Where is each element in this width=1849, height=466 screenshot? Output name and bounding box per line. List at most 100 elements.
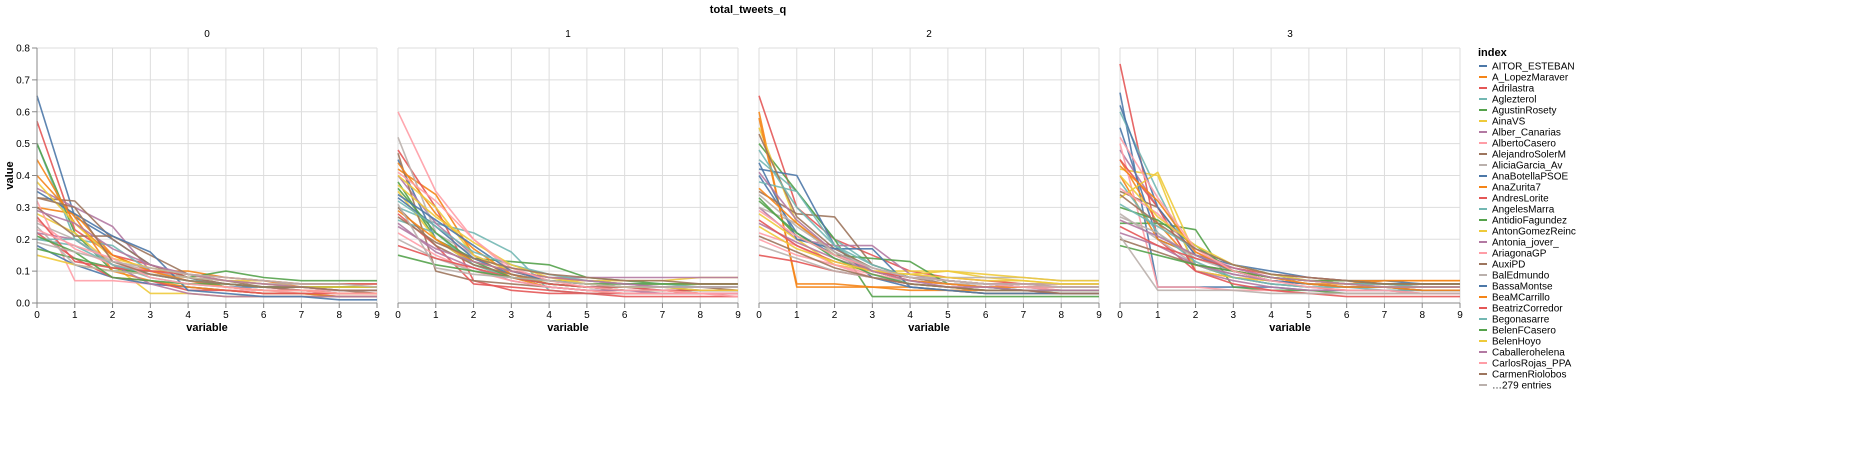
x-tick-label: 1 xyxy=(794,310,800,321)
series-lines xyxy=(36,95,378,301)
series-line xyxy=(758,158,1099,288)
facet-header: 3 xyxy=(1287,29,1293,40)
facet-panel-2: 2 0 1 2 3 4 5 6 7 8 9 variable xyxy=(756,29,1102,334)
series-line xyxy=(36,228,377,295)
x-tick-label: 5 xyxy=(223,310,229,321)
legend-label: AntonGomezReinc xyxy=(1492,227,1576,238)
legend-label: AngelesMarra xyxy=(1492,205,1555,216)
legend-label: Antonia_jover_ xyxy=(1492,238,1559,249)
legend-label: BelenHoyo xyxy=(1492,337,1541,348)
x-tick-label: 8 xyxy=(1058,310,1064,321)
x-axis: 0 1 2 3 4 5 6 7 8 9 xyxy=(1117,303,1463,321)
gridlines xyxy=(1119,47,1461,304)
series-line xyxy=(36,241,378,288)
legend-label: AgustinRosety xyxy=(1492,106,1556,117)
series-lines xyxy=(397,111,739,298)
legend-label: BelenFCasero xyxy=(1492,326,1556,337)
y-axis-title: value xyxy=(4,161,16,189)
legend-entry: AngelesMarra xyxy=(1479,205,1555,216)
x-tick-label: 0 xyxy=(34,310,40,321)
legend-label: AndresLorite xyxy=(1492,194,1549,205)
y-tick-label: 0.8 xyxy=(16,44,30,55)
x-tick-label: 9 xyxy=(735,310,741,321)
legend-label: AlejandroSolerM xyxy=(1492,150,1566,161)
facet-header: 0 xyxy=(204,29,210,40)
legend-label: BassaMontse xyxy=(1492,282,1553,293)
facet-panel-3: 3 0 1 2 3 4 5 6 7 8 9 variable xyxy=(1117,29,1463,334)
y-tick-label: 0.7 xyxy=(16,75,30,86)
series-line xyxy=(1119,181,1460,292)
series-line xyxy=(758,95,1099,285)
legend-entry: …279 entries xyxy=(1479,381,1551,392)
series-line xyxy=(1119,159,1460,298)
facet-header: 1 xyxy=(565,29,571,40)
series-line xyxy=(758,235,1099,295)
legend-entry: Caballerohelena xyxy=(1479,348,1565,359)
legend-entry: BeatrizCorredor xyxy=(1479,304,1563,315)
x-tick-label: 1 xyxy=(72,310,78,321)
legend-entry: CarlosRojas_PPA xyxy=(1479,359,1572,370)
x-tick-label: 7 xyxy=(1382,310,1388,321)
legend-label: AlbertoCasero xyxy=(1492,139,1556,150)
facet-panel-1: 1 0 1 2 3 4 5 6 7 8 9 variable xyxy=(395,29,741,334)
series-line xyxy=(397,200,738,288)
legend-label: Aglezterol xyxy=(1492,95,1536,106)
legend-entry: AinaVS xyxy=(1479,117,1526,128)
legend-entry: A_LopezMaraver xyxy=(1479,73,1569,84)
legend-entry: AntidioFagundez xyxy=(1479,216,1567,227)
legend-entry: AITOR_ESTEBAN xyxy=(1479,62,1575,73)
x-tick-label: 6 xyxy=(622,310,628,321)
series-line xyxy=(397,244,738,292)
x-tick-label: 2 xyxy=(1193,310,1199,321)
y-tick-label: 0.6 xyxy=(16,107,30,118)
x-tick-label: 4 xyxy=(185,310,191,321)
x-tick-label: 3 xyxy=(870,310,876,321)
series-line xyxy=(1119,127,1460,285)
x-axis-title: variable xyxy=(1269,322,1311,334)
series-line xyxy=(758,171,1099,292)
series-line xyxy=(1119,159,1460,285)
y-tick-label: 0.3 xyxy=(16,203,30,214)
x-tick-label: 4 xyxy=(546,310,552,321)
legend-title: index xyxy=(1478,47,1508,59)
x-tick-label: 3 xyxy=(1231,310,1237,321)
series-line xyxy=(1119,136,1460,295)
legend-label: Begonasarre xyxy=(1492,315,1550,326)
chart-title: total_tweets_q xyxy=(710,4,786,16)
x-tick-label: 8 xyxy=(1419,310,1425,321)
series-line xyxy=(758,162,1099,295)
x-tick-label: 5 xyxy=(945,310,951,321)
legend-entry: Adrilastra xyxy=(1479,84,1535,95)
facet-panels: 0 0 1 2 3 4 5 6 7 8 9 variable 0.0 0.1 0.2 0.3 0.4 0.5 0.6… xyxy=(4,29,1463,334)
legend-entry: BassaMontse xyxy=(1479,282,1553,293)
legend-entry: AgustinRosety xyxy=(1479,106,1556,117)
legend-entry: AndresLorite xyxy=(1479,194,1549,205)
series-lines xyxy=(758,95,1099,298)
legend-entry: AriagonaGP xyxy=(1479,249,1547,260)
legend-label: AnaBotellaPSOE xyxy=(1492,172,1568,183)
legend-label: Caballerohelena xyxy=(1492,348,1565,359)
x-tick-label: 0 xyxy=(1117,310,1123,321)
legend-label: BeatrizCorredor xyxy=(1492,304,1563,315)
x-tick-label: 4 xyxy=(907,310,913,321)
x-axis-title: variable xyxy=(908,322,950,334)
legend-label: BeaMCarrillo xyxy=(1492,293,1550,304)
legend-label: CarlosRojas_PPA xyxy=(1492,359,1572,370)
legend-entry: AnaZurita7 xyxy=(1479,183,1541,194)
series-line xyxy=(36,95,377,288)
x-tick-label: 8 xyxy=(697,310,703,321)
series-line xyxy=(397,137,738,288)
facet-panel-0: 0 0 1 2 3 4 5 6 7 8 9 variable 0.0 0.1 0.2 0.3 0.4 0.5 0.6… xyxy=(4,29,380,334)
y-tick-label: 0.1 xyxy=(16,267,30,278)
legend-label: A_LopezMaraver xyxy=(1492,73,1569,84)
x-axis-title: variable xyxy=(186,322,228,334)
series-line xyxy=(397,203,738,288)
series-line xyxy=(36,190,377,301)
legend-label: AriagonaGP xyxy=(1492,249,1547,260)
series-line xyxy=(1119,193,1460,285)
legend-entry: AnaBotellaPSOE xyxy=(1479,172,1568,183)
legend-entry: AlejandroSolerM xyxy=(1479,150,1566,161)
legend-entry: AliciaGarcia_Av xyxy=(1479,161,1562,172)
series-line xyxy=(1119,235,1460,295)
